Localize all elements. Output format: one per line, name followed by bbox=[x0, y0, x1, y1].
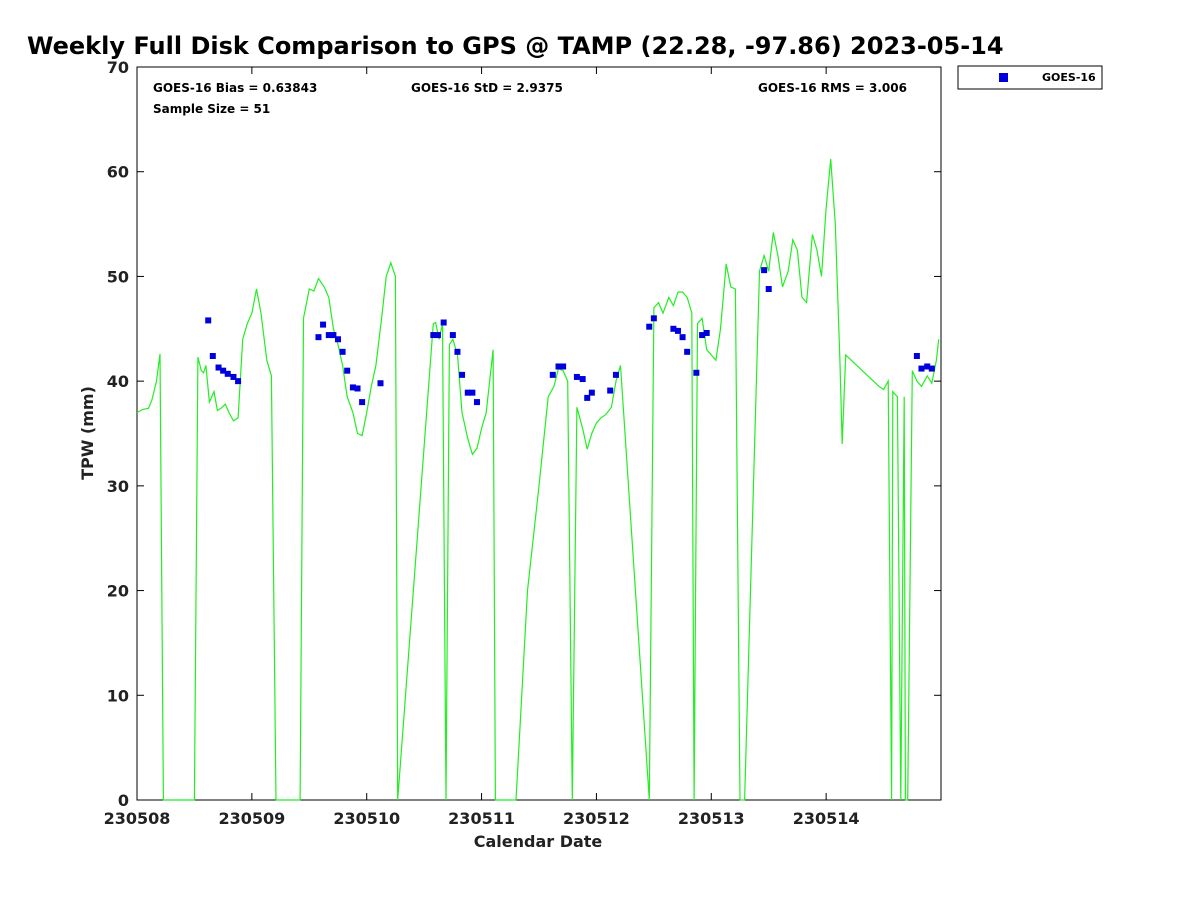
goes16-point bbox=[684, 348, 691, 355]
goes16-point bbox=[693, 369, 700, 376]
goes16-point bbox=[235, 378, 242, 385]
goes16-point bbox=[646, 323, 653, 330]
goes16-point bbox=[555, 363, 562, 370]
goes16-point bbox=[469, 389, 476, 396]
goes16-point bbox=[224, 370, 231, 377]
goes16-point bbox=[560, 363, 567, 370]
goes16-point bbox=[584, 394, 591, 401]
goes16-point bbox=[679, 334, 686, 341]
goes16-point bbox=[205, 317, 212, 324]
y-tick-label: 70 bbox=[107, 58, 129, 77]
goes16-point bbox=[703, 329, 710, 336]
goes16-point bbox=[650, 315, 657, 322]
x-axis-label: Calendar Date bbox=[474, 832, 603, 851]
goes16-point bbox=[349, 384, 356, 391]
stat-bias: GOES-16 Bias = 0.63843 bbox=[153, 81, 317, 95]
goes16-point bbox=[588, 389, 595, 396]
y-axis: 0 10 20 30 40 50 60 70 bbox=[107, 58, 941, 810]
x-tick-label: 230514 bbox=[793, 809, 860, 828]
line-series bbox=[136, 159, 940, 801]
y-tick-label: 60 bbox=[107, 163, 129, 182]
goes16-point bbox=[473, 399, 480, 406]
stat-std: GOES-16 StD = 2.9375 bbox=[411, 81, 563, 95]
x-tick-label: 230509 bbox=[218, 809, 285, 828]
y-tick-label: 20 bbox=[107, 582, 129, 601]
goes16-point bbox=[699, 332, 706, 339]
goes16-point bbox=[325, 332, 332, 339]
goes16-point bbox=[918, 365, 925, 372]
goes16-point bbox=[339, 348, 346, 355]
goes16-point bbox=[230, 373, 237, 380]
chart-title: Weekly Full Disk Comparison to GPS @ TAM… bbox=[27, 32, 1004, 60]
goes16-point bbox=[464, 389, 471, 396]
goes16-point bbox=[440, 319, 447, 326]
scatter-series bbox=[205, 267, 935, 406]
goes16-point bbox=[459, 371, 466, 378]
goes16-point bbox=[209, 353, 216, 360]
goes16-point bbox=[928, 365, 935, 372]
y-tick-label: 40 bbox=[107, 372, 129, 391]
legend-box bbox=[957, 65, 1103, 90]
goes16-point bbox=[573, 373, 580, 380]
goes16-point bbox=[612, 371, 619, 378]
goes16-point bbox=[924, 363, 931, 370]
legend-marker-goes16 bbox=[999, 73, 1008, 82]
goes16-point bbox=[434, 332, 441, 339]
goes16-point bbox=[670, 325, 677, 332]
goes16-point bbox=[335, 336, 341, 343]
goes16-point bbox=[330, 332, 337, 339]
x-tick-label: 230513 bbox=[678, 809, 745, 828]
x-tick-label: 230511 bbox=[448, 809, 515, 828]
goes16-point bbox=[344, 367, 351, 374]
plot-frame bbox=[136, 66, 942, 801]
x-tick-label: 230512 bbox=[563, 809, 630, 828]
x-tick-label: 230510 bbox=[333, 809, 400, 828]
stat-sample-size: Sample Size = 51 bbox=[153, 102, 270, 116]
goes16-point bbox=[761, 267, 768, 274]
goes16-point bbox=[220, 367, 227, 374]
legend: GOES-16 bbox=[957, 65, 1103, 90]
goes16-point bbox=[359, 399, 366, 406]
goes16-point bbox=[354, 385, 361, 392]
x-tick-label: 230508 bbox=[104, 809, 171, 828]
x-axis: 230508 230509 230510 230511 230512 230513 2305… bbox=[104, 67, 860, 828]
goes16-point bbox=[449, 332, 456, 339]
goes16-point bbox=[607, 387, 614, 394]
plot-area bbox=[136, 66, 942, 801]
y-tick-label: 50 bbox=[107, 267, 129, 286]
goes16-point bbox=[215, 364, 222, 371]
goes16-point bbox=[765, 285, 772, 292]
goes16-point bbox=[320, 321, 327, 328]
legend-label-goes16: GOES-16 bbox=[1042, 71, 1096, 84]
goes16-point bbox=[674, 327, 681, 334]
goes16-point bbox=[549, 371, 556, 378]
goes16-point bbox=[377, 380, 384, 387]
goes16-point bbox=[913, 353, 920, 360]
goes16-point bbox=[454, 348, 461, 355]
goes16-point bbox=[315, 334, 322, 341]
goes16-point bbox=[430, 332, 437, 339]
y-axis-label: TPW (mm) bbox=[78, 386, 97, 480]
y-tick-label: 30 bbox=[107, 477, 129, 496]
y-tick-label: 0 bbox=[118, 791, 129, 810]
y-tick-label: 10 bbox=[107, 686, 129, 705]
gps-tpw-line bbox=[136, 159, 940, 801]
stat-rms: GOES-16 RMS = 3.006 bbox=[758, 81, 907, 95]
goes16-point bbox=[579, 376, 586, 383]
